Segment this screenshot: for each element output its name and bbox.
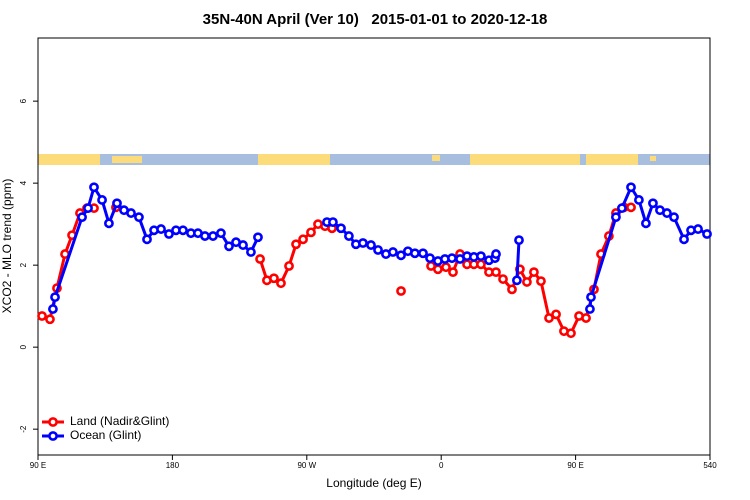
point [491,267,501,278]
point [512,275,522,286]
y-tick-label: 2 [19,262,28,267]
point [648,198,658,209]
point [669,212,679,223]
point [447,253,457,264]
point [298,234,308,245]
plot-frame [37,37,711,456]
point [156,224,166,234]
point [679,234,689,245]
x-tick-label: 90 W [297,461,316,470]
x-tick-label: 540 [703,461,717,470]
point [89,182,99,193]
point [373,245,383,255]
point [441,262,451,273]
point [507,284,517,295]
point [178,225,188,236]
point [358,238,368,248]
point [104,218,114,229]
point [255,254,265,264]
y-tick-label: -2 [19,425,28,433]
point [208,231,218,241]
point [388,247,398,257]
point [134,212,144,223]
point [224,241,234,252]
point [662,208,672,218]
point [551,309,561,320]
point [291,239,301,250]
point [491,249,501,259]
y-tick-label: 4 [19,180,28,185]
x-tick-label: 90 E [567,461,583,470]
point [566,328,576,339]
land-ocean-strip [38,154,710,165]
y-tick-label: 0 [19,344,28,349]
point [246,247,256,257]
point [396,286,406,296]
point [611,212,621,223]
x-axis-label: Longitude (deg E) [326,476,421,490]
point [344,231,354,241]
point [366,240,376,250]
point [476,251,486,262]
point [200,231,210,241]
point [142,234,152,245]
x-tick-label: 0 [439,461,444,470]
point [83,203,93,214]
point [306,227,316,238]
point [544,313,554,323]
point [476,259,486,270]
legend-marker [48,417,58,427]
legend-label: Ocean (Glint) [70,428,141,442]
point [112,198,122,209]
point [328,217,338,228]
x-tick-label: 180 [166,461,180,470]
point [585,304,595,314]
point [238,240,248,250]
point [269,273,279,284]
point [164,229,174,239]
point [276,278,286,289]
point [514,235,524,246]
point [581,313,591,323]
legend-marker [48,431,58,441]
point [77,212,87,223]
point [336,223,346,234]
point [50,292,60,303]
point [37,311,47,321]
point [702,229,712,239]
point [425,253,435,264]
point [693,224,703,234]
point [418,248,428,259]
point [522,277,532,287]
y-axis-label: XCO2 - MLO trend (ppm) [0,179,14,314]
point [634,195,644,205]
point [586,292,596,303]
point [536,276,546,287]
point [396,250,406,261]
point [626,202,636,213]
point [126,208,136,218]
point [284,261,294,271]
point [48,304,58,314]
point [448,267,458,278]
point [216,228,226,239]
point [253,232,263,243]
point [45,314,55,325]
point [529,267,539,278]
x-tick-label: 90 E [30,461,46,470]
y-tick-label: 6 [19,98,28,103]
legend-label: Land (Nadir&Glint) [70,414,169,428]
point [410,248,420,259]
chart-title: 35N-40N April (Ver 10) 2015-01-01 to 202… [203,11,548,28]
point [433,264,443,275]
point [97,195,107,205]
point [498,274,508,284]
point [641,218,651,229]
point [626,182,636,193]
point [616,203,627,214]
